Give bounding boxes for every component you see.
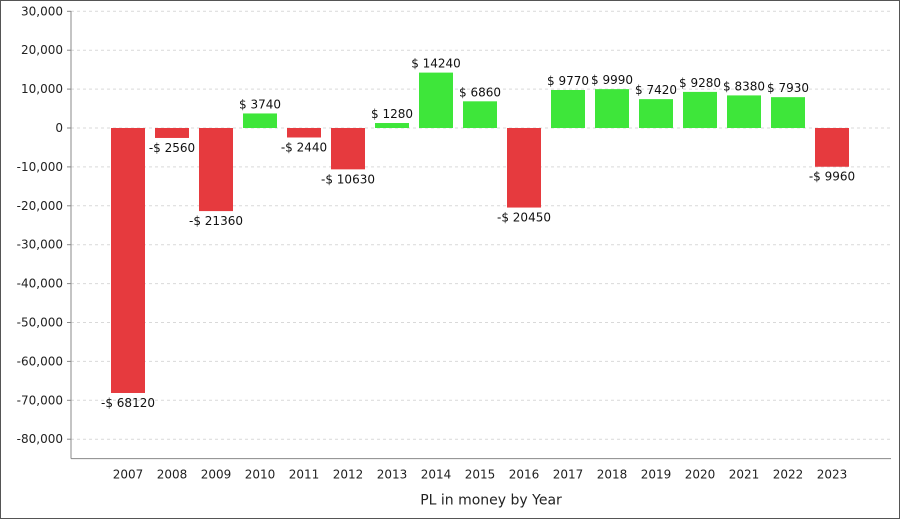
x-tick-label: 2013 xyxy=(377,468,408,482)
bar-2011 xyxy=(287,128,321,138)
x-tick-label: 2007 xyxy=(113,468,144,482)
bars-layer xyxy=(111,72,849,393)
bar-2022 xyxy=(771,97,805,128)
data-labels: -$ 68120 -$ 2560 -$ 21360 $ 3740 -$ 2440 -$ 1… xyxy=(101,57,855,410)
data-label: -$ 2440 xyxy=(281,140,327,154)
y-tick-labels: 30,000 20,000 10,000 0 -10,000 -20,000 -30,000… xyxy=(17,4,63,446)
bar-2015 xyxy=(463,101,497,128)
x-tick-label: 2016 xyxy=(509,468,540,482)
x-tick-label: 2008 xyxy=(157,468,188,482)
data-label: $ 8380 xyxy=(723,79,765,93)
y-tick-label: -60,000 xyxy=(17,354,63,368)
y-tick-label: -40,000 xyxy=(17,277,63,291)
y-tick-label: 10,000 xyxy=(21,82,63,96)
y-tick-label: -70,000 xyxy=(17,393,63,407)
data-label: $ 7930 xyxy=(767,81,809,95)
bar-2019 xyxy=(639,99,673,128)
bar-2007 xyxy=(111,128,145,393)
bar-2018 xyxy=(595,89,629,128)
axis-layer xyxy=(70,11,891,460)
x-tick-label: 2014 xyxy=(421,468,452,482)
bar-2021 xyxy=(727,95,761,128)
x-tick-labels: 2007 2008 2009 2010 2011 2012 2013 2014 2015 2016… xyxy=(113,468,848,482)
data-label: $ 6860 xyxy=(459,85,501,99)
x-tick-label: 2017 xyxy=(553,468,584,482)
bar-2012 xyxy=(331,128,365,170)
x-tick-label: 2019 xyxy=(641,468,672,482)
data-label: -$ 68120 xyxy=(101,396,155,410)
data-label: $ 1280 xyxy=(371,107,413,121)
data-label: $ 3740 xyxy=(239,97,281,111)
x-tick-label: 2022 xyxy=(773,468,804,482)
bar-2017 xyxy=(551,89,585,128)
data-label: -$ 20450 xyxy=(497,211,551,225)
bar-2008 xyxy=(155,128,189,138)
y-tick-label: -50,000 xyxy=(17,316,63,330)
y-tick-label: -80,000 xyxy=(17,432,63,446)
y-tick-label: -30,000 xyxy=(17,238,63,252)
bar-2010 xyxy=(243,113,277,128)
x-tick-label: 2023 xyxy=(817,468,848,482)
x-axis-title: PL in money by Year xyxy=(420,493,562,509)
data-label: $ 9990 xyxy=(591,73,633,87)
y-tick-label: -20,000 xyxy=(17,199,63,213)
x-tick-label: 2009 xyxy=(201,468,232,482)
x-tick-label: 2020 xyxy=(685,468,716,482)
y-tick-label: 30,000 xyxy=(21,4,63,18)
data-label: -$ 21360 xyxy=(189,214,243,228)
data-label: $ 7420 xyxy=(635,83,677,97)
x-tick-label: 2011 xyxy=(289,468,320,482)
x-tick-label: 2018 xyxy=(597,468,628,482)
x-tick-label: 2010 xyxy=(245,468,276,482)
bar-2023 xyxy=(815,128,849,167)
y-tick-label: 0 xyxy=(55,121,63,135)
y-tick-label: -10,000 xyxy=(17,160,63,174)
x-tick-label: 2021 xyxy=(729,468,760,482)
bar-2014 xyxy=(419,72,453,128)
x-tick-label: 2012 xyxy=(333,468,364,482)
data-label: -$ 10630 xyxy=(321,172,375,186)
data-label: $ 14240 xyxy=(411,57,461,71)
data-label: $ 9770 xyxy=(547,74,589,88)
bar-2020 xyxy=(683,91,717,128)
bar-2016 xyxy=(507,128,541,208)
data-label: -$ 9960 xyxy=(809,170,855,184)
data-label: $ 9280 xyxy=(679,76,721,90)
x-tick-label: 2015 xyxy=(465,468,496,482)
bar-2009 xyxy=(199,128,233,212)
bar-2013 xyxy=(375,123,409,128)
data-label: -$ 2560 xyxy=(149,141,195,155)
y-tick-label: 20,000 xyxy=(21,43,63,57)
